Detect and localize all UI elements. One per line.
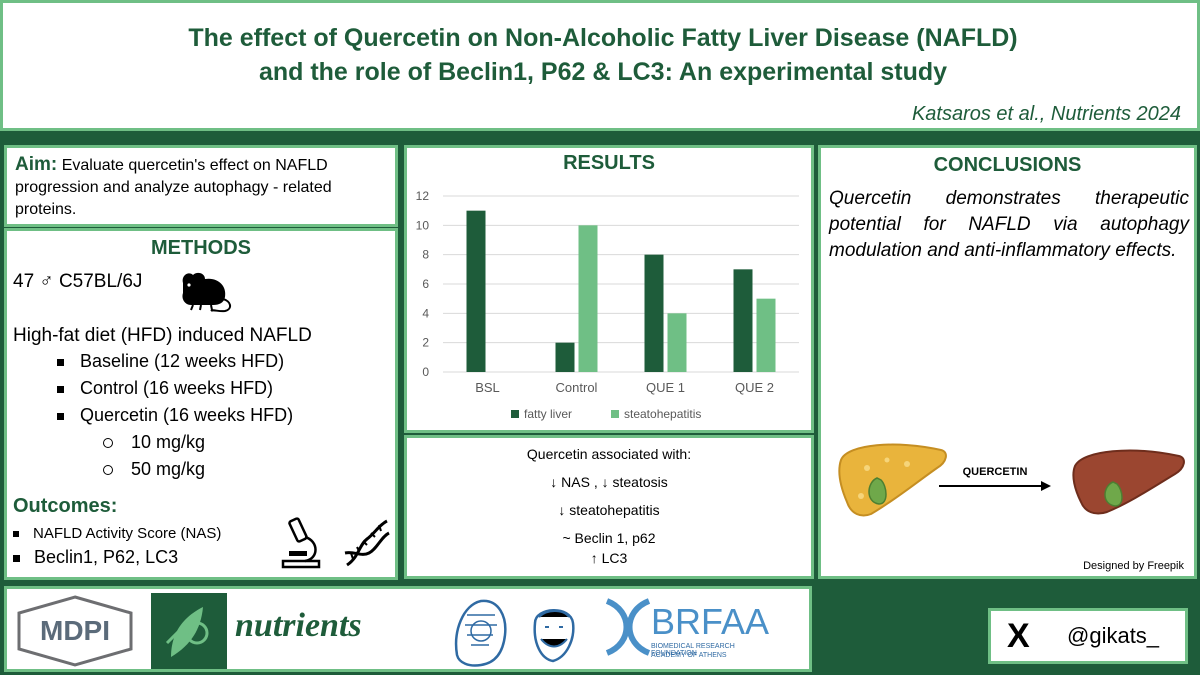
y-tick-label: 2 (422, 336, 429, 350)
fatty-liver-icon (838, 443, 947, 517)
bullet-square (13, 531, 19, 538)
bar-fatty-liver (466, 210, 486, 372)
bullet-square (57, 412, 64, 420)
aim-text: Aim: Evaluate quercetin's effect on NAFL… (15, 154, 395, 221)
aim-body: Evaluate quercetin's effect on NAFLD pro… (15, 157, 332, 218)
journal-name: nutrients (235, 607, 362, 644)
methods-panel: METHODS 47 ♂ C57BL/6J High-fat diet (HFD… (4, 228, 398, 580)
x-logo: X (1007, 617, 1030, 655)
dose-label: 10 mg/kg (131, 432, 206, 452)
athens-university-logo (454, 599, 507, 667)
bullet-square (57, 385, 64, 393)
social-handle[interactable]: @gikats_ (1067, 623, 1160, 648)
bar-steatohepatitis (578, 225, 598, 372)
freepik-credit: Designed by Freepik (1083, 560, 1184, 572)
results-panel: RESULTS 0 2 4 6 8 10 12 BSL Control QUE 1 QUE 2 fat… (404, 145, 814, 433)
microscope-icon (281, 517, 321, 569)
title-line-2: and the role of Beclin1, P62 & LC3: An e… (258, 58, 948, 86)
y-tick-label: 0 (422, 365, 429, 379)
leaf-icon (165, 607, 209, 657)
academy-athens-logo (533, 609, 575, 663)
brfaa-logo: BRFAA BIOMEDICAL RESEARCH FOUNDATION ACA… (603, 595, 773, 669)
aim-panel: Aim: Evaluate quercetin's effect on NAFL… (4, 145, 398, 227)
arrow-icon (939, 481, 1051, 491)
mdpi-text: MDPI (40, 615, 110, 646)
association-line: ↓ steatohepatitis (558, 502, 660, 518)
bullet-square (57, 358, 64, 366)
bullet-square (13, 554, 20, 562)
mdpi-logo: MDPI (15, 595, 135, 667)
citation: Katsaros et al., Nutrients 2024 (911, 103, 1181, 125)
legend-label: steatohepatitis (624, 407, 701, 421)
logos-panel: MDPI nutrients BRFAA BIOMEDICAL RESEARCH… (4, 586, 812, 672)
legend-swatch (611, 410, 619, 418)
conclusions-heading: CONCLUSIONS (933, 154, 1082, 176)
outcome-label: Beclin1, P62, LC3 (34, 547, 179, 567)
mouse-icon (182, 272, 231, 313)
nutrients-logo (151, 593, 227, 669)
bar-fatty-liver (555, 342, 575, 372)
brfaa-text: BRFAA (651, 601, 770, 642)
social-panel[interactable]: X @gikats_ (988, 608, 1188, 664)
group-label: Quercetin (16 weeks HFD) (80, 405, 294, 425)
x-tick-label: QUE 2 (735, 380, 774, 395)
y-tick-label: 4 (422, 306, 429, 320)
x-tick-label: BSL (475, 380, 500, 395)
bullet-circle (103, 438, 113, 449)
dna-icon (344, 519, 390, 567)
y-tick-label: 10 (416, 218, 430, 232)
dose-item-10: 10 mg/kg (103, 432, 205, 453)
brfaa-subtitle-2: ACADEMY OF ATHENS (651, 652, 727, 659)
association-line: ~ Beclin 1, p62 (562, 530, 656, 546)
bar-steatohepatitis (756, 298, 776, 372)
outcomes-heading: Outcomes: (13, 495, 118, 517)
group-item-baseline: Baseline (12 weeks HFD) (57, 351, 284, 372)
brfaa-helix-icon (605, 598, 651, 656)
aim-label: Aim: (15, 154, 58, 175)
arrow-label: QUERCETIN (962, 466, 1028, 478)
y-tick-label: 6 (422, 277, 429, 291)
group-label: Control (16 weeks HFD) (80, 378, 274, 398)
y-tick-label: 12 (416, 189, 430, 203)
poster-title: The effect of Quercetin on Non-Alcoholic… (3, 21, 1200, 89)
outcome-label: NAFLD Activity Score (NAS) (33, 525, 222, 542)
x-tick-label: Control (556, 380, 598, 395)
outcome-item-nas: NAFLD Activity Score (NAS) (13, 525, 221, 542)
results-bar-chart: 0 2 4 6 8 10 12 BSL Control QUE 1 QUE 2 fatty liver… (416, 189, 799, 421)
conclusions-panel: CONCLUSIONS Quercetin demonstrates thera… (818, 145, 1197, 579)
healthy-liver-icon (1072, 449, 1185, 515)
association-intro: Quercetin associated with: (526, 446, 692, 462)
mdpi-hexagon-icon (17, 595, 133, 667)
group-item-quercetin: Quercetin (16 weeks HFD) (57, 405, 293, 426)
group-item-control: Control (16 weeks HFD) (57, 378, 273, 399)
legend-swatch (511, 410, 519, 418)
title-line-1: The effect of Quercetin on Non-Alcoholic… (188, 24, 1018, 52)
outcome-item-proteins: Beclin1, P62, LC3 (13, 547, 178, 568)
legend-label: fatty liver (524, 407, 572, 421)
brfaa-subtitle-1: BIOMEDICAL RESEARCH FOUNDATION (651, 643, 735, 657)
header: The effect of Quercetin on Non-Alcoholic… (0, 0, 1200, 131)
conclusions-text: Quercetin demonstrates therapeutic poten… (829, 188, 1189, 261)
association-line: ↑ LC3 (590, 550, 628, 566)
x-tick-label: QUE 1 (646, 380, 685, 395)
y-tick-label: 8 (422, 248, 429, 262)
diet-line: High-fat diet (HFD) induced NAFLD (13, 325, 312, 346)
association-line: ↓ NAS , ↓ steatosis (550, 474, 668, 490)
association-panel: Quercetin associated with: ↓ NAS , ↓ ste… (404, 435, 814, 579)
bar-fatty-liver (644, 254, 664, 372)
dose-label: 50 mg/kg (131, 459, 206, 479)
dose-item-50: 50 mg/kg (103, 459, 205, 480)
methods-heading: METHODS (151, 237, 251, 259)
results-heading: RESULTS (563, 152, 655, 174)
group-label: Baseline (12 weeks HFD) (80, 351, 285, 371)
bullet-circle (103, 465, 113, 476)
bar-steatohepatitis (667, 313, 687, 372)
bar-fatty-liver (733, 269, 753, 372)
mice-line: 47 ♂ C57BL/6J (13, 271, 143, 292)
